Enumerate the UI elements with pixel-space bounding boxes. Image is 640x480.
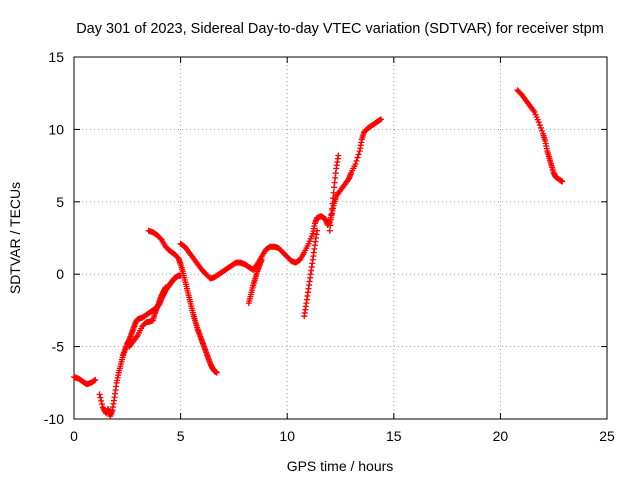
data-point: [355, 151, 362, 158]
data-point: [353, 157, 360, 164]
series-arc-6: [301, 227, 321, 320]
series-arc-7: [326, 152, 342, 234]
data-point: [354, 154, 361, 161]
x-axis-tick-labels: 0 5 10 15 20 25: [70, 428, 615, 444]
data-point: [162, 284, 169, 291]
data-point: [314, 227, 321, 234]
data-point: [96, 391, 103, 398]
x-tick-label: 10: [279, 428, 295, 444]
data-point: [352, 161, 359, 168]
x-tick-label: 0: [70, 428, 78, 444]
x-tick-label: 15: [386, 428, 402, 444]
y-axis-label: SDTVAR / TECUs: [7, 182, 23, 294]
plot-frame: [73, 56, 608, 420]
data-point: [327, 222, 334, 229]
x-tick-label: 20: [493, 428, 509, 444]
x-axis-label: GPS time / hours: [287, 458, 394, 474]
data-point: [329, 200, 336, 207]
data-point: [327, 216, 334, 223]
y-tick-label: 10: [48, 121, 64, 137]
data-point: [92, 376, 99, 383]
data-point: [97, 394, 104, 401]
data-point: [376, 116, 383, 123]
grid-lines: [74, 57, 607, 419]
data-point: [213, 369, 220, 376]
y-tick-label: 5: [56, 194, 64, 210]
axis-ticks: [73, 56, 608, 420]
data-point: [559, 178, 566, 185]
data-point: [330, 189, 337, 196]
data-point: [335, 152, 342, 159]
data-point: [537, 124, 544, 131]
data-point: [538, 127, 545, 134]
data-point: [328, 211, 335, 218]
y-tick-label: -10: [44, 411, 64, 427]
series-arc-3: [145, 227, 220, 376]
y-axis-tick-labels: -10 -5 0 5 10 15: [44, 49, 64, 427]
data-point: [378, 116, 385, 123]
data-point: [536, 122, 543, 129]
y-tick-label: 0: [56, 266, 64, 282]
data-point: [328, 206, 335, 213]
data-point: [91, 377, 98, 384]
data-point: [326, 227, 333, 234]
series-arc-4: [177, 116, 385, 282]
series-arc-5: [245, 256, 265, 307]
series-arc-2b: [126, 284, 169, 350]
data-point: [330, 195, 337, 202]
data-point: [535, 119, 542, 126]
data-point: [98, 397, 105, 404]
series-arc-1: [71, 374, 99, 388]
data-point: [98, 401, 105, 408]
data-point: [258, 256, 265, 263]
x-tick-label: 5: [177, 428, 185, 444]
series-arc-2: [96, 272, 184, 420]
data-points: [71, 87, 566, 420]
series-arc-8: [514, 87, 566, 185]
chart-title: Day 301 of 2023, Sidereal Day-to-day VTE…: [76, 21, 604, 37]
x-tick-label: 25: [599, 428, 615, 444]
y-tick-label: 15: [48, 49, 64, 65]
y-tick-label: -5: [52, 339, 65, 355]
